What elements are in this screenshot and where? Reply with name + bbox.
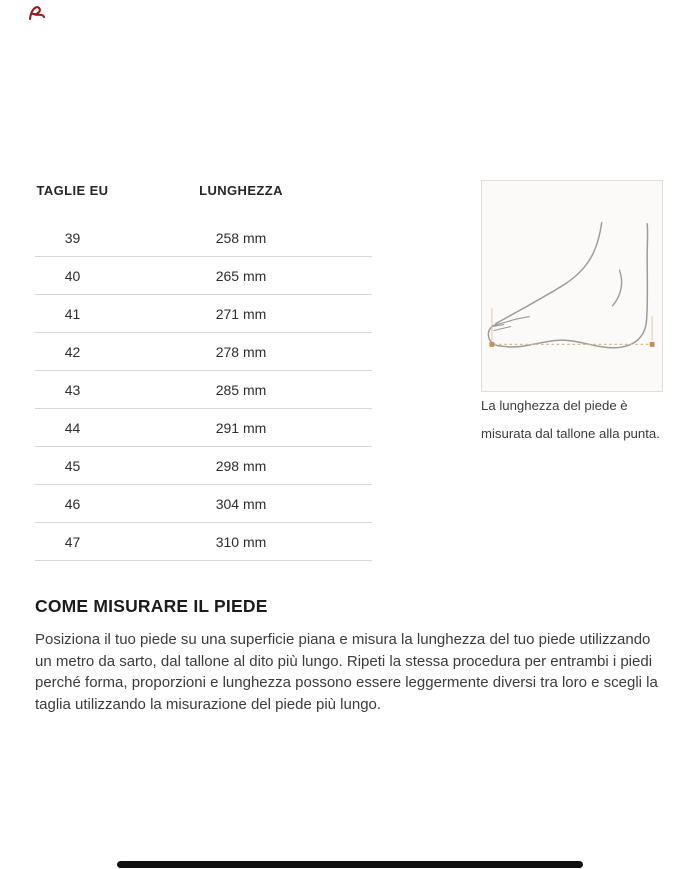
table-row: 41 271 mm [35, 295, 372, 333]
caption-line: misurata dal tallone alla punta. [481, 425, 660, 441]
table-row: 44 291 mm [35, 409, 372, 447]
size-cell: 39 [64, 229, 81, 246]
table-row: 46 304 mm [35, 485, 372, 523]
paragraph-line: perché forma, proporzioni e lunghezza po… [35, 674, 658, 691]
column-header-length: LUNGHEZZA [199, 182, 283, 198]
length-cell: 278 mm [215, 343, 267, 360]
table-row: 40 265 mm [35, 257, 372, 295]
length-cell: 271 mm [215, 305, 267, 322]
measuring-guide-section: COME MISURARE IL PIEDE Posiziona il tuo … [35, 596, 680, 715]
table-row: 39 258 mm [35, 219, 372, 257]
size-cell: 42 [64, 343, 81, 360]
length-cell: 258 mm [215, 229, 267, 246]
diagram-caption: La lunghezza del piede è misurata dal ta… [481, 392, 691, 447]
section-heading: COME MISURARE IL PIEDE [35, 596, 268, 616]
size-table: TAGLIE EU LUNGHEZZA 39 258 mm 40 265 mm … [35, 180, 372, 561]
paragraph-line: taglia utilizzando la misurazione del pi… [35, 695, 382, 713]
paragraph-line: Posiziona il tuo piede su una superficie… [35, 631, 651, 648]
length-cell: 310 mm [215, 533, 267, 550]
table-row: 43 285 mm [35, 371, 372, 409]
foot-measurement-illustration [481, 180, 663, 392]
length-cell: 265 mm [215, 267, 267, 284]
brand-scribble-icon [27, 3, 47, 23]
measure-endpoint-right [649, 341, 655, 347]
column-header-size: TAGLIE EU [36, 182, 109, 198]
table-row: 42 278 mm [35, 333, 372, 371]
size-cell: 45 [64, 457, 81, 474]
table-row: 45 298 mm [35, 447, 372, 485]
guide-paragraph: Posiziona il tuo piede su una superficie… [35, 629, 680, 715]
size-cell: 41 [64, 305, 81, 322]
size-cell: 47 [64, 533, 81, 550]
measure-endpoint-left [489, 341, 495, 347]
size-table-header: TAGLIE EU LUNGHEZZA [35, 180, 372, 200]
length-cell: 298 mm [215, 457, 267, 474]
length-cell: 285 mm [215, 381, 267, 398]
home-indicator-bar [117, 861, 583, 868]
paragraph-line: un metro da sarto, dal tallone al dito p… [35, 652, 653, 670]
length-cell: 304 mm [215, 495, 267, 512]
size-cell: 40 [64, 267, 81, 284]
size-cell: 44 [64, 419, 81, 436]
caption-line: La lunghezza del piede è [481, 398, 628, 413]
size-cell: 46 [64, 495, 81, 512]
table-row: 47 310 mm [35, 523, 372, 561]
size-cell: 43 [64, 381, 81, 398]
length-cell: 291 mm [215, 419, 267, 436]
foot-outline-icon [487, 221, 655, 349]
